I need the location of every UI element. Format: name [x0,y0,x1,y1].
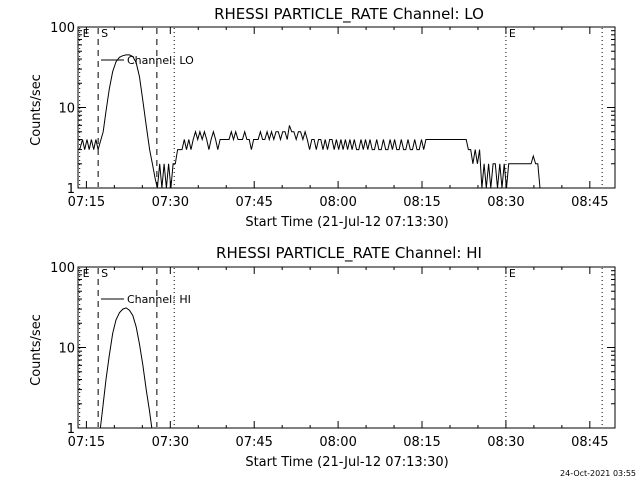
ticks-lo: 07:15 07:30 07:45 08:00 08:15 08:30 08:45 1 10 10… [50,21,615,210]
legend-label-lo: Channel: LO [127,54,194,67]
series-line [79,54,541,189]
x-tick-label: 07:45 [235,195,272,210]
x-tick-label: 08:30 [487,435,524,450]
series-line [99,307,153,429]
x-tick-label: 07:30 [152,435,189,450]
series-hi [99,307,153,429]
x-tick-label: 07:15 [68,195,105,210]
x-tick-label: 08:00 [319,195,356,210]
x-tick-label: 07:45 [235,435,272,450]
legend-hi: Channel: HI [101,293,191,306]
x-tick-label: 08:00 [319,435,356,450]
x-tick-label: 08:15 [403,195,440,210]
y-tick-label: 10 [58,342,75,357]
chart-title-lo: RHESSI PARTICLE_RATE Channel: LO [214,5,484,24]
ticks-hi: 07:15 07:30 07:45 08:00 08:15 08:30 08:45 1 10 10… [50,261,615,450]
y-tick-label: 100 [50,21,75,36]
legend-label-hi: Channel: HI [127,293,191,306]
panel-hi: RHESSI PARTICLE_RATE Channel: HI ESE 07:… [29,244,616,470]
y-tick-label: 1 [67,422,75,437]
footer-timestamp: 24-Oct-2021 03:55 [560,469,636,478]
markers-lo: ESE [79,27,603,187]
markers-hi: ESE [79,267,603,427]
y-axis-label-lo: Counts/sec [29,74,44,146]
y-tick-label: 100 [50,261,75,276]
chart-title-hi: RHESSI PARTICLE_RATE Channel: HI [216,244,482,263]
series-lo [79,54,541,189]
legend-lo: Channel: LO [101,54,194,67]
event-marker-label: S [101,267,108,280]
y-axis-label-hi: Counts/sec [29,314,44,386]
event-marker-label: S [101,27,108,40]
event-marker-label: E [509,267,516,280]
event-marker-label: E [509,27,516,40]
x-tick-label: 08:45 [571,435,608,450]
x-tick-label: 07:15 [68,435,105,450]
plot-frame-hi [77,266,616,429]
x-tick-label: 08:15 [403,435,440,450]
x-tick-label: 08:30 [487,195,524,210]
panel-lo: RHESSI PARTICLE_RATE Channel: LO ESE 07:… [29,5,616,230]
x-tick-label: 07:30 [152,195,189,210]
x-tick-label: 08:45 [571,195,608,210]
y-tick-label: 1 [67,182,75,197]
x-axis-label-hi: Start Time (21-Jul-12 07:13:30) [245,455,448,470]
y-tick-label: 10 [58,102,75,117]
plot-frame-lo [77,26,616,189]
x-axis-label-lo: Start Time (21-Jul-12 07:13:30) [245,215,448,230]
